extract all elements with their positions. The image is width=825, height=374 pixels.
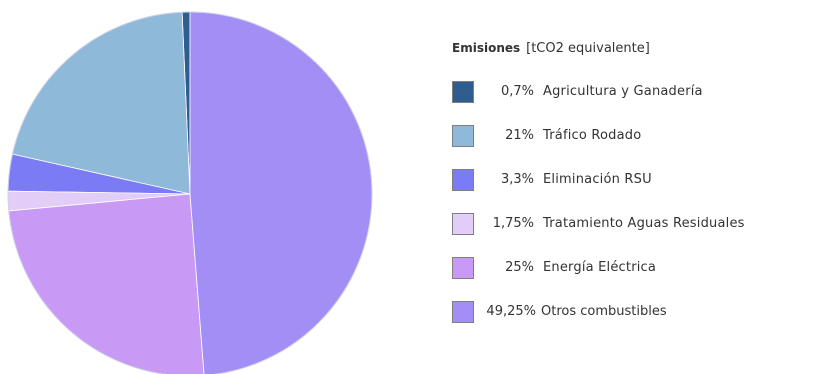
legend-swatch bbox=[452, 256, 474, 279]
legend-swatch bbox=[452, 124, 474, 147]
legend-percent: 1,75% bbox=[492, 216, 534, 231]
pie-chart bbox=[7, 11, 373, 374]
legend-item: 21% Tráfico Rodado bbox=[452, 123, 825, 148]
chart-legend: Emisiones [tCO2 equivalente] 0,7% Agricult… bbox=[452, 38, 825, 343]
legend-item: 3,3% Eliminación RSU bbox=[452, 167, 825, 192]
legend-label: Energía Eléctrica bbox=[543, 260, 657, 275]
legend-swatch bbox=[452, 212, 474, 235]
legend-title-main: Emisiones bbox=[452, 41, 521, 55]
legend-label: Eliminación RSU bbox=[543, 172, 652, 187]
legend-percent: 0,7% bbox=[500, 84, 534, 99]
pie-outline bbox=[7, 11, 373, 374]
legend-percent: 21% bbox=[505, 128, 534, 143]
legend-percent: 49,25% bbox=[486, 304, 536, 319]
legend-label: Otros combustibles bbox=[541, 304, 667, 319]
pie-slice-6 bbox=[189, 11, 373, 374]
legend-label: Agricultura y Ganadería bbox=[543, 84, 703, 99]
legend-label: Tráfico Rodado bbox=[543, 128, 642, 143]
legend-item: 25% Energía Eléctrica bbox=[452, 255, 825, 280]
legend-item: 1,75% Tratamiento Aguas Residuales bbox=[452, 211, 825, 236]
legend-swatch bbox=[452, 80, 474, 103]
pie-slice-5 bbox=[8, 193, 205, 374]
legend-label: Tratamiento Aguas Residuales bbox=[543, 216, 745, 231]
legend-title: Emisiones [tCO2 equivalente] bbox=[452, 38, 825, 59]
legend-percent: 3,3% bbox=[500, 172, 534, 187]
legend-swatch bbox=[452, 300, 474, 323]
legend-title-unit: [tCO2 equivalente] bbox=[526, 41, 650, 56]
legend-percent: 25% bbox=[505, 260, 534, 275]
legend-item: 49,25% Otros combustibles bbox=[452, 299, 825, 324]
legend-item: 0,7% Agricultura y Ganadería bbox=[452, 79, 825, 104]
legend-swatch bbox=[452, 168, 474, 191]
